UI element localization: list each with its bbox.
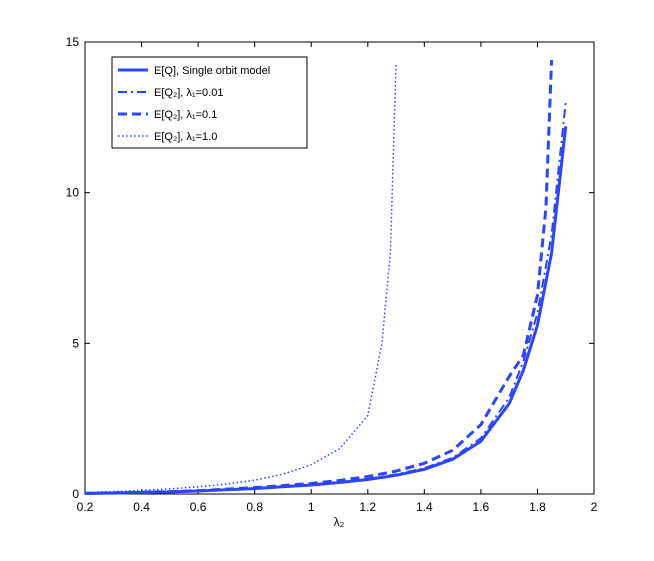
x-tick-label: 1.2: [359, 500, 376, 514]
y-tick-label: 15: [66, 35, 80, 49]
x-tick-label: 1: [308, 500, 315, 514]
data-line: [84, 60, 554, 495]
y-tick-label: 5: [72, 336, 79, 350]
x-axis-label: λ₂: [334, 515, 345, 529]
x-tick-label: 1.8: [529, 500, 546, 514]
x-tick-label: 1.6: [473, 500, 490, 514]
legend-label: E[Q₂], λ₁=0.01: [154, 87, 223, 99]
x-tick-label: 2: [591, 500, 598, 514]
legend-label: E[Q₂], λ₁=1.0: [154, 131, 217, 143]
data-line: [84, 63, 397, 494]
legend-box: [111, 56, 308, 149]
x-tick-label: 0.4: [133, 500, 150, 514]
y-tick-label: 0: [72, 487, 79, 501]
x-tick-label: 0.2: [77, 500, 94, 514]
x-tick-label: 0.8: [246, 500, 263, 514]
x-tick-label: 0.6: [190, 500, 207, 514]
legend-label: E[Q], Single orbit model: [154, 65, 270, 77]
legend-label: E[Q₂], λ₁=0.1: [154, 109, 217, 121]
x-tick-label: 1.4: [416, 500, 433, 514]
y-tick-label: 10: [66, 186, 80, 200]
